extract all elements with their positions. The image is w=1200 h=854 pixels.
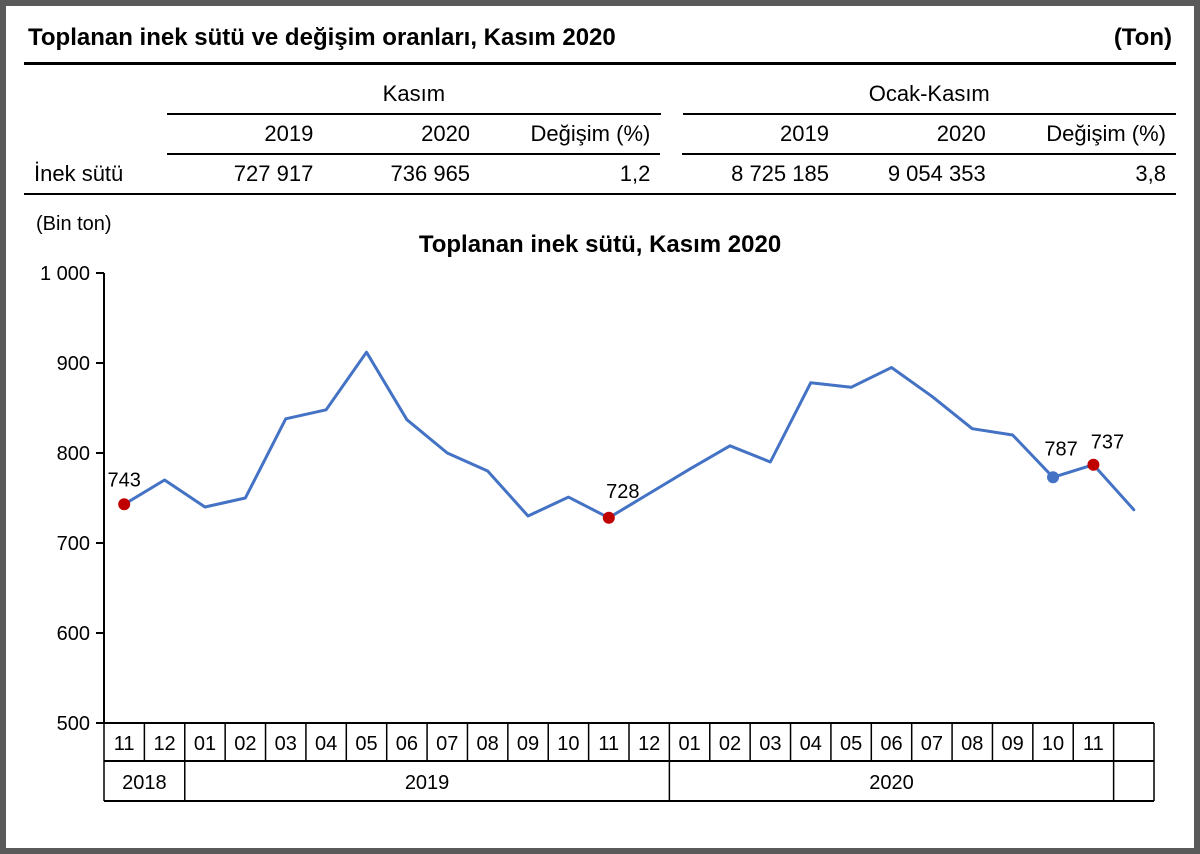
table-data-row: İnek sütü 727 917 736 965 1,2 8 725 185 … — [24, 155, 1176, 195]
svg-text:05: 05 — [355, 733, 377, 755]
svg-text:2018: 2018 — [122, 772, 167, 794]
group-kasim-header: Kasım — [167, 75, 661, 115]
svg-text:01: 01 — [194, 733, 216, 755]
cell-kasim-2019: 727 917 — [167, 155, 324, 193]
svg-text:900: 900 — [57, 353, 90, 375]
svg-text:800: 800 — [57, 443, 90, 465]
group-ocak-kasim-header: Ocak-Kasım — [683, 75, 1177, 115]
cell-ok-2019: 8 725 185 — [682, 155, 839, 193]
svg-text:04: 04 — [800, 733, 822, 755]
chart-title: Toplanan inek sütü, Kasım 2020 — [24, 231, 1176, 259]
cell-ok-2020: 9 054 353 — [839, 155, 996, 193]
svg-text:08: 08 — [961, 733, 983, 755]
svg-text:07: 07 — [436, 733, 458, 755]
table-column-header-row: 2019 2020 Değişim (%) 2019 2020 Değişim … — [24, 115, 1176, 155]
svg-text:01: 01 — [678, 733, 700, 755]
svg-text:12: 12 — [638, 733, 660, 755]
svg-text:05: 05 — [840, 733, 862, 755]
svg-text:737: 737 — [1091, 432, 1124, 454]
svg-text:10: 10 — [1042, 733, 1064, 755]
svg-text:2019: 2019 — [405, 772, 450, 794]
report-unit: (Ton) — [1114, 24, 1172, 52]
svg-text:08: 08 — [477, 733, 499, 755]
svg-text:11: 11 — [114, 733, 135, 755]
svg-text:04: 04 — [315, 733, 337, 755]
svg-text:10: 10 — [557, 733, 579, 755]
svg-text:743: 743 — [108, 469, 141, 491]
report-title: Toplanan inek sütü ve değişim oranları, … — [28, 24, 616, 52]
col-ok-2019: 2019 — [682, 115, 839, 155]
row-label: İnek sütü — [24, 155, 167, 193]
svg-text:02: 02 — [234, 733, 256, 755]
table-group-header-row: Kasım Ocak-Kasım — [24, 75, 1176, 115]
svg-text:700: 700 — [57, 533, 90, 555]
svg-text:09: 09 — [1002, 733, 1024, 755]
svg-text:02: 02 — [719, 733, 741, 755]
svg-text:600: 600 — [57, 623, 90, 645]
svg-text:728: 728 — [606, 481, 639, 503]
svg-text:1 000: 1 000 — [40, 263, 90, 285]
svg-text:06: 06 — [396, 733, 418, 755]
svg-text:787: 787 — [1044, 438, 1077, 460]
svg-text:12: 12 — [153, 733, 175, 755]
svg-text:500: 500 — [57, 713, 90, 735]
svg-text:03: 03 — [759, 733, 781, 755]
col-kasim-2019: 2019 — [167, 115, 324, 155]
svg-text:07: 07 — [921, 733, 943, 755]
report-frame: Toplanan inek sütü ve değişim oranları, … — [0, 0, 1200, 854]
svg-text:03: 03 — [275, 733, 297, 755]
svg-text:11: 11 — [1083, 733, 1104, 755]
svg-text:11: 11 — [598, 733, 619, 755]
chart-area: (Bin ton) Toplanan inek sütü, Kasım 2020… — [24, 213, 1176, 840]
cell-kasim-change: 1,2 — [480, 155, 660, 193]
summary-table: Kasım Ocak-Kasım 2019 2020 Değişim (%) 2… — [24, 75, 1176, 195]
col-ok-change: Değişim (%) — [996, 115, 1176, 155]
header-row: Toplanan inek sütü ve değişim oranları, … — [24, 18, 1176, 65]
svg-text:06: 06 — [880, 733, 902, 755]
line-chart: 500 600 700 800 900 1 000 11 12 01 02 03 04 05 06 07 08… — [24, 213, 1174, 823]
col-ok-2020: 2020 — [839, 115, 996, 155]
svg-text:2020: 2020 — [869, 772, 914, 794]
svg-text:09: 09 — [517, 733, 539, 755]
col-kasim-2020: 2020 — [323, 115, 480, 155]
cell-ok-change: 3,8 — [996, 155, 1176, 193]
cell-kasim-2020: 736 965 — [323, 155, 480, 193]
col-kasim-change: Değişim (%) — [480, 115, 660, 155]
